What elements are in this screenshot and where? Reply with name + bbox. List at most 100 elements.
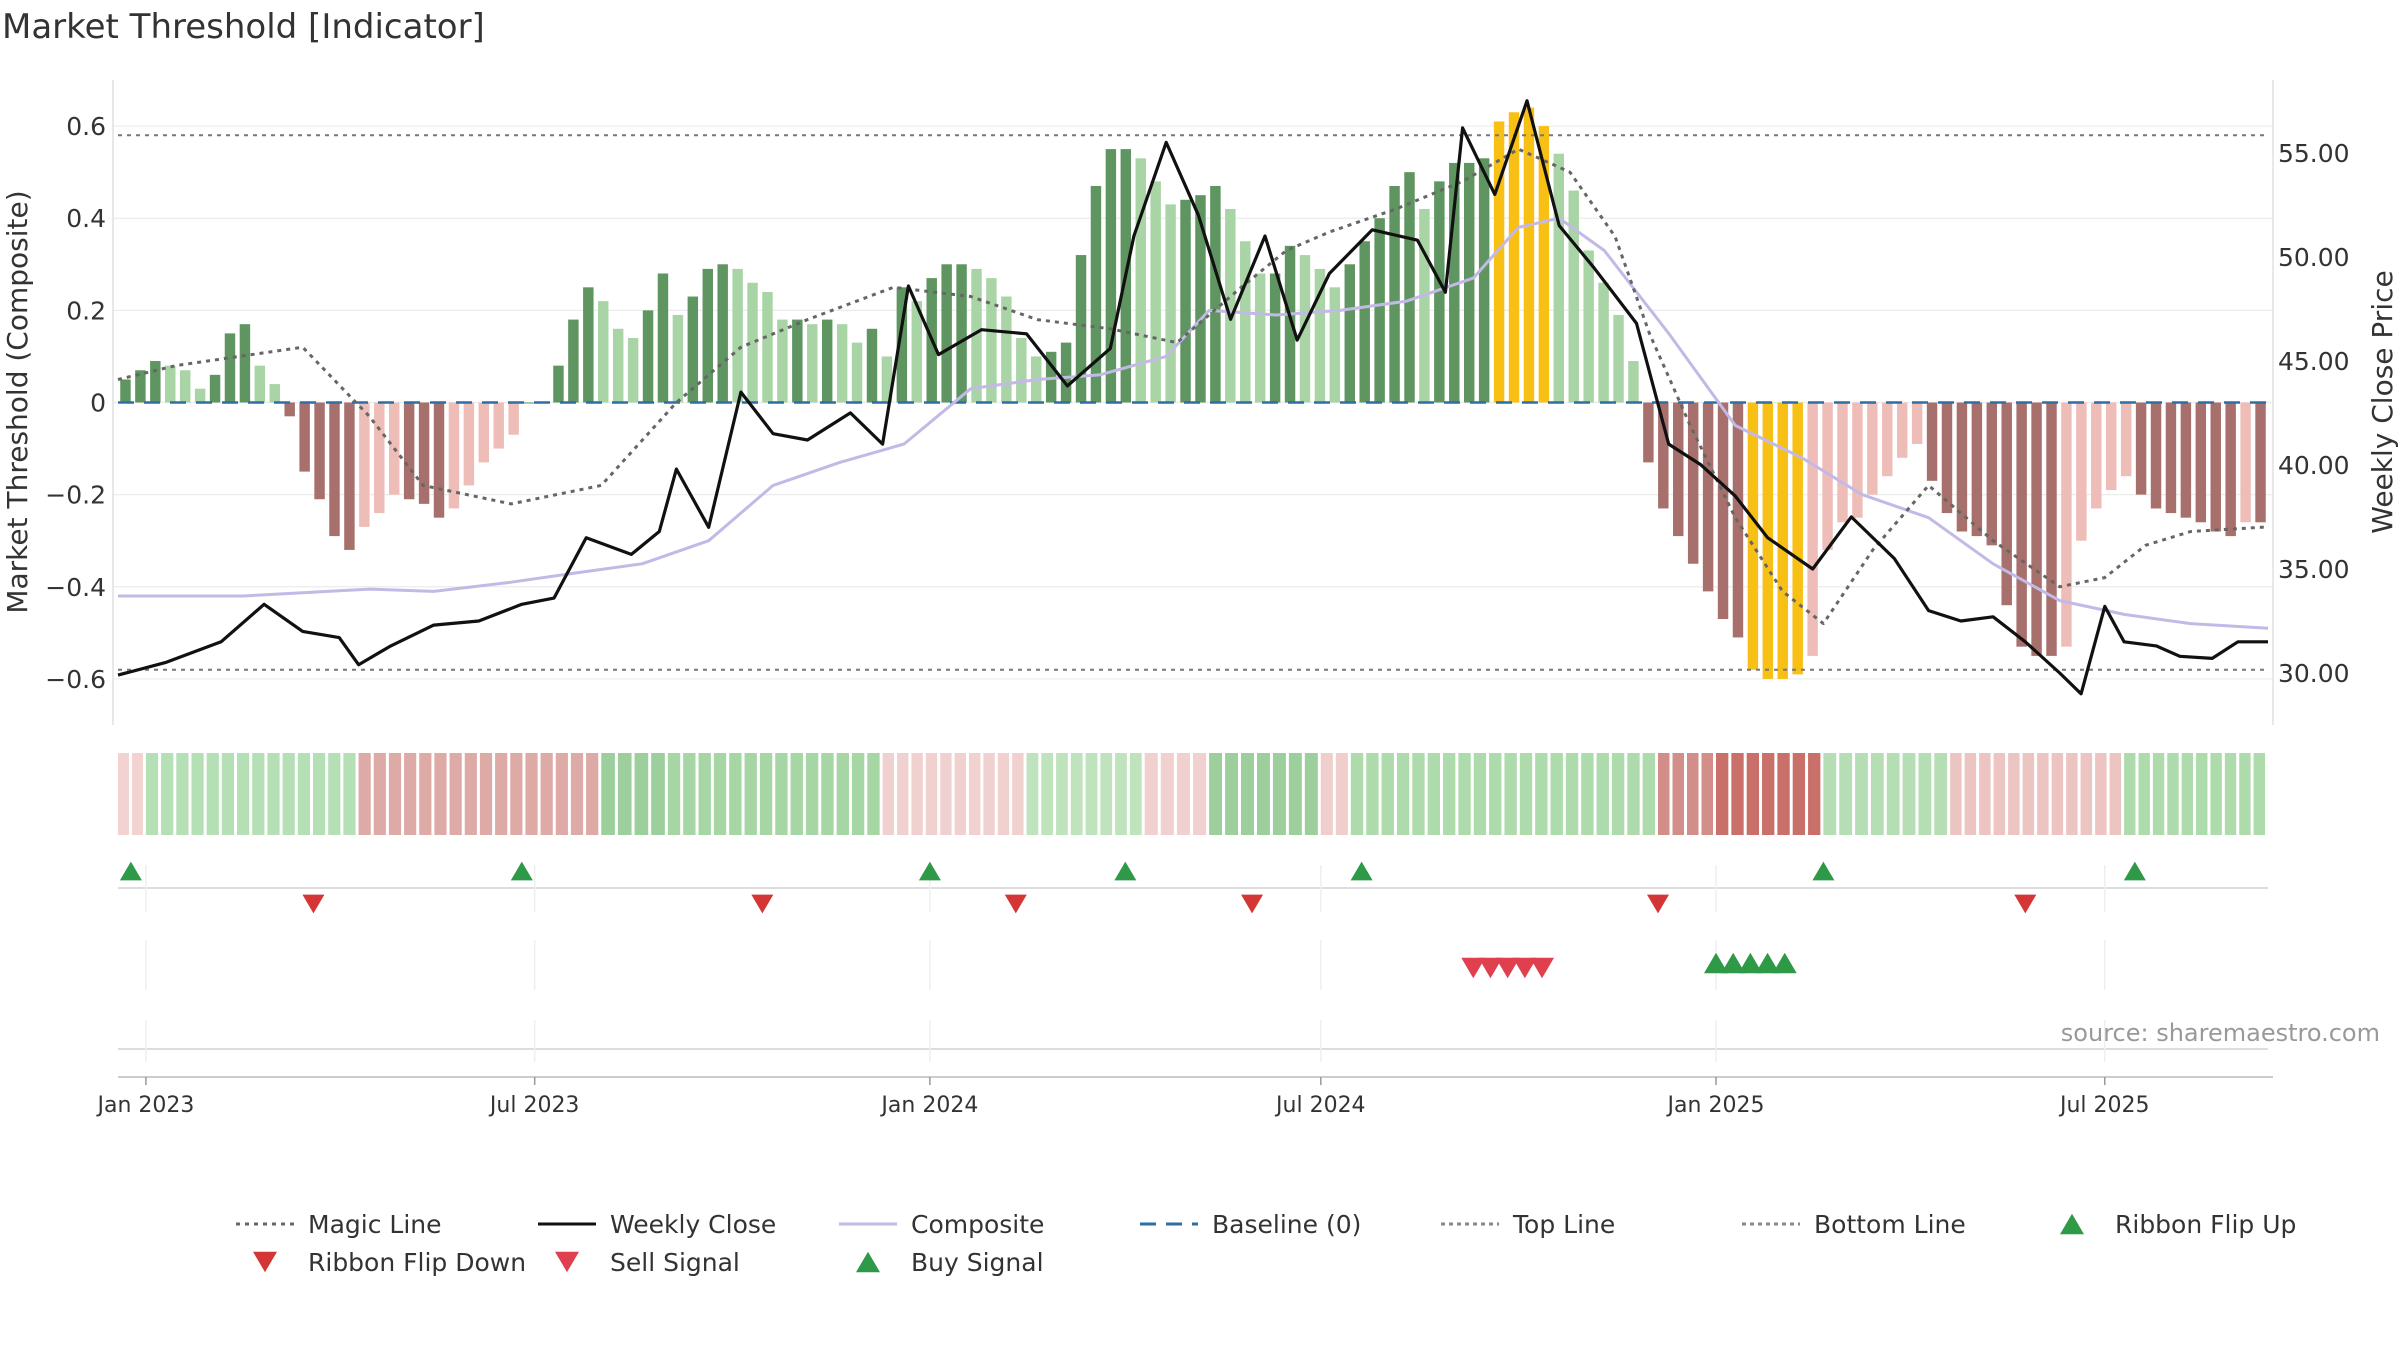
histogram-bar xyxy=(448,402,460,509)
ribbon-segment xyxy=(775,753,788,835)
ribbon-segment xyxy=(1596,753,1609,835)
histogram-bar xyxy=(1971,402,1983,537)
histogram-bar xyxy=(493,402,504,449)
ribbon-segment xyxy=(2224,753,2237,835)
ribbon-segment xyxy=(2051,753,2064,835)
histogram-bar xyxy=(672,314,684,403)
histogram-bar xyxy=(792,319,803,403)
ribbon-segment xyxy=(1504,753,1517,835)
legend-swatch-ribbon-flip-up xyxy=(2060,1213,2084,1235)
y-tick-label: −0.4 xyxy=(45,573,106,602)
ribbon-segment xyxy=(759,753,773,835)
ribbon-segment xyxy=(328,753,341,835)
ribbon-segment xyxy=(1381,753,1394,835)
ribbon-segment xyxy=(1288,753,1302,835)
histogram-bar xyxy=(732,268,743,403)
legend-label-buy-signal: Buy Signal xyxy=(911,1248,1044,1277)
ribbon-segment xyxy=(1687,753,1699,835)
legend-label-ribbon-flip-down: Ribbon Flip Down xyxy=(308,1248,526,1277)
histogram-bar xyxy=(747,282,758,403)
ribbon-segment xyxy=(1792,753,1806,835)
histogram-bar xyxy=(1240,241,1251,403)
legend-label-baseline-0: Baseline (0) xyxy=(1212,1210,1361,1239)
histogram-bar xyxy=(299,402,310,472)
histogram-bar xyxy=(1269,273,1281,403)
ribbon-segment xyxy=(1950,753,1962,835)
histogram-bar xyxy=(1299,255,1311,403)
ribbon-flip-down-marker xyxy=(2014,894,2037,914)
histogram-bar xyxy=(568,319,579,403)
histogram-bar xyxy=(717,264,728,403)
histogram-bar xyxy=(2195,402,2207,523)
ribbon-segment xyxy=(343,753,356,835)
ribbon-segment xyxy=(1746,753,1760,835)
histogram-bar xyxy=(2031,402,2042,656)
ribbon-segment xyxy=(510,753,523,835)
ribbon-segment xyxy=(1489,753,1502,835)
histogram-bar xyxy=(1926,402,1938,481)
histogram-bar xyxy=(1583,250,1594,403)
histogram-bar xyxy=(553,365,564,403)
histogram-bar xyxy=(956,264,967,403)
histogram-bar xyxy=(1807,402,1818,656)
ribbon-segment xyxy=(297,753,310,835)
histogram-bar xyxy=(1314,268,1326,403)
histogram-bar xyxy=(1254,273,1266,403)
histogram-bar xyxy=(433,402,445,518)
histogram-bar xyxy=(179,370,191,403)
ribbon-segment xyxy=(997,753,1010,835)
y2-tick-label: 40.00 xyxy=(2278,451,2350,480)
main-plot-area: 0.6 0.4 0.2 0 −0.2 −0.4 −0.6 55.00 50.00 45.00 40… xyxy=(45,80,2350,725)
ribbon-segment xyxy=(1026,753,1039,835)
histogram-bar xyxy=(150,361,161,403)
histogram-bar xyxy=(269,384,280,403)
histogram-bar xyxy=(2001,402,2012,606)
ribbon-segment xyxy=(191,753,204,835)
histogram-bar xyxy=(329,402,340,537)
histogram-bar xyxy=(1404,172,1415,403)
ribbon-segment xyxy=(1304,753,1318,835)
sell-signal-marker xyxy=(1461,957,1486,979)
ribbon-segment xyxy=(434,753,447,835)
legend-label-top-line: Top Line xyxy=(1512,1210,1615,1239)
histogram-bar xyxy=(911,301,923,403)
histogram-bar xyxy=(836,324,848,403)
ribbon-flip-down-marker xyxy=(751,894,774,914)
ribbon-segment xyxy=(1160,753,1174,835)
histogram-bar xyxy=(627,338,639,403)
legend-label-sell-signal: Sell Signal xyxy=(610,1248,740,1277)
ribbon-segment xyxy=(358,753,371,835)
ribbon-segment xyxy=(911,753,923,835)
histogram-bar xyxy=(583,287,594,403)
histogram-bar xyxy=(209,374,221,403)
ribbon-segment xyxy=(1256,753,1270,835)
histogram-bar xyxy=(2061,402,2072,647)
histogram-bar xyxy=(1344,264,1355,403)
histogram-bar xyxy=(1941,402,1953,514)
ribbon-segment xyxy=(1100,753,1113,835)
ribbon-segment xyxy=(1396,753,1410,835)
y2-tick-label: 30.00 xyxy=(2278,659,2350,688)
y2-tick-label: 35.00 xyxy=(2278,555,2350,584)
buy-signal-marker xyxy=(1772,952,1797,974)
legend-label-ribbon-flip-up: Ribbon Flip Up xyxy=(2115,1210,2296,1239)
ribbon-segment xyxy=(206,753,219,835)
ribbon-segment xyxy=(2138,753,2150,835)
histogram-bar xyxy=(1867,402,1878,495)
histogram-bar xyxy=(2180,402,2192,518)
ribbon-segment xyxy=(1412,753,1425,835)
ribbon-segment xyxy=(2181,753,2194,835)
histogram-bar xyxy=(851,342,863,403)
ribbon-segment xyxy=(1272,753,1286,835)
histogram-bar xyxy=(2165,402,2177,514)
histogram-bar xyxy=(284,402,295,417)
histogram-bar xyxy=(508,402,519,435)
histogram-bar xyxy=(971,268,982,403)
ribbon-segment xyxy=(145,753,159,835)
weekly-close-line xyxy=(117,99,2268,696)
ribbon-segment xyxy=(2253,753,2265,835)
histogram-bar xyxy=(2016,402,2027,647)
ribbon-segment xyxy=(586,753,599,835)
y-tick-label: 0.2 xyxy=(66,296,106,325)
ribbon-segment xyxy=(1550,753,1563,835)
